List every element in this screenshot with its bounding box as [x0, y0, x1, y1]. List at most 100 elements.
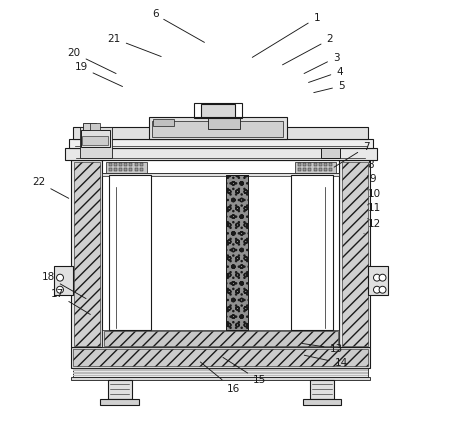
Text: 22: 22 — [32, 178, 69, 198]
Text: 16: 16 — [201, 362, 240, 394]
Text: 19: 19 — [74, 63, 122, 86]
Text: 11: 11 — [368, 203, 382, 219]
Bar — [54, 266, 73, 295]
Bar — [114, 163, 117, 166]
Bar — [309, 163, 311, 166]
Bar — [74, 162, 100, 346]
Circle shape — [379, 274, 386, 281]
Bar — [140, 168, 143, 171]
Bar — [201, 104, 235, 117]
Bar — [73, 368, 368, 369]
Circle shape — [379, 286, 386, 293]
Bar — [129, 163, 132, 166]
Bar — [321, 149, 340, 158]
Bar — [140, 163, 143, 166]
Bar — [368, 266, 388, 295]
Bar — [124, 163, 127, 166]
Text: 1: 1 — [252, 13, 320, 57]
Bar — [102, 330, 339, 347]
Bar — [135, 163, 137, 166]
Bar — [119, 168, 122, 171]
Bar — [104, 331, 338, 346]
Bar — [329, 163, 332, 166]
Bar — [298, 163, 301, 166]
Bar — [314, 163, 317, 166]
Bar — [73, 349, 368, 366]
Bar — [82, 141, 98, 147]
Bar — [324, 163, 327, 166]
Bar — [109, 175, 151, 330]
Bar — [329, 168, 332, 171]
Bar — [303, 168, 306, 171]
Text: 21: 21 — [108, 34, 161, 57]
Bar — [200, 130, 225, 137]
Bar — [298, 168, 301, 171]
Text: 15: 15 — [223, 357, 266, 385]
Bar — [73, 372, 368, 373]
Bar — [339, 160, 371, 347]
Circle shape — [374, 274, 381, 281]
Bar — [73, 375, 368, 376]
Text: 7: 7 — [334, 142, 370, 167]
Text: 6: 6 — [152, 10, 204, 42]
Text: 5: 5 — [314, 81, 345, 92]
Bar — [208, 118, 240, 129]
Circle shape — [374, 286, 381, 293]
Bar — [114, 168, 117, 171]
Bar — [65, 148, 377, 160]
Bar — [135, 168, 137, 171]
Bar — [106, 162, 146, 173]
Bar — [153, 121, 283, 137]
Bar — [73, 370, 368, 371]
Bar — [314, 168, 317, 171]
Bar — [226, 175, 248, 330]
Bar — [71, 347, 371, 368]
Bar — [109, 168, 112, 171]
Bar — [342, 162, 368, 346]
Bar — [73, 127, 368, 140]
Bar — [71, 160, 102, 347]
Text: 3: 3 — [304, 53, 339, 73]
Bar — [124, 168, 127, 171]
Bar — [69, 140, 373, 148]
Bar — [153, 119, 174, 127]
Bar — [324, 168, 327, 171]
Text: 14: 14 — [304, 355, 348, 368]
Text: 13: 13 — [302, 343, 343, 354]
Bar — [100, 400, 139, 405]
Bar — [81, 130, 110, 147]
Bar — [102, 173, 339, 175]
Bar — [226, 175, 248, 330]
Bar — [303, 163, 306, 166]
Text: 20: 20 — [68, 48, 116, 73]
Bar — [319, 163, 322, 166]
Bar — [129, 168, 132, 171]
Bar — [71, 377, 371, 380]
Text: 17: 17 — [50, 289, 91, 314]
Bar — [83, 123, 96, 130]
Bar — [310, 380, 334, 400]
Bar — [90, 123, 100, 130]
Bar — [73, 368, 368, 378]
Bar — [108, 380, 131, 400]
Bar — [303, 400, 341, 405]
Bar — [102, 160, 339, 347]
Bar — [194, 103, 242, 118]
Bar — [295, 162, 336, 173]
Bar — [291, 175, 333, 330]
Text: 8: 8 — [367, 160, 374, 179]
Bar — [149, 117, 287, 140]
Bar — [119, 163, 122, 166]
Bar — [73, 373, 368, 374]
Bar — [82, 136, 108, 146]
Bar — [73, 377, 368, 378]
Text: 18: 18 — [42, 272, 86, 299]
Bar — [319, 168, 322, 171]
Text: 12: 12 — [364, 219, 382, 234]
Bar — [309, 168, 311, 171]
Text: 10: 10 — [368, 189, 382, 205]
Text: 4: 4 — [309, 67, 343, 83]
Text: 9: 9 — [367, 175, 376, 190]
Circle shape — [56, 274, 64, 281]
Bar — [109, 163, 112, 166]
